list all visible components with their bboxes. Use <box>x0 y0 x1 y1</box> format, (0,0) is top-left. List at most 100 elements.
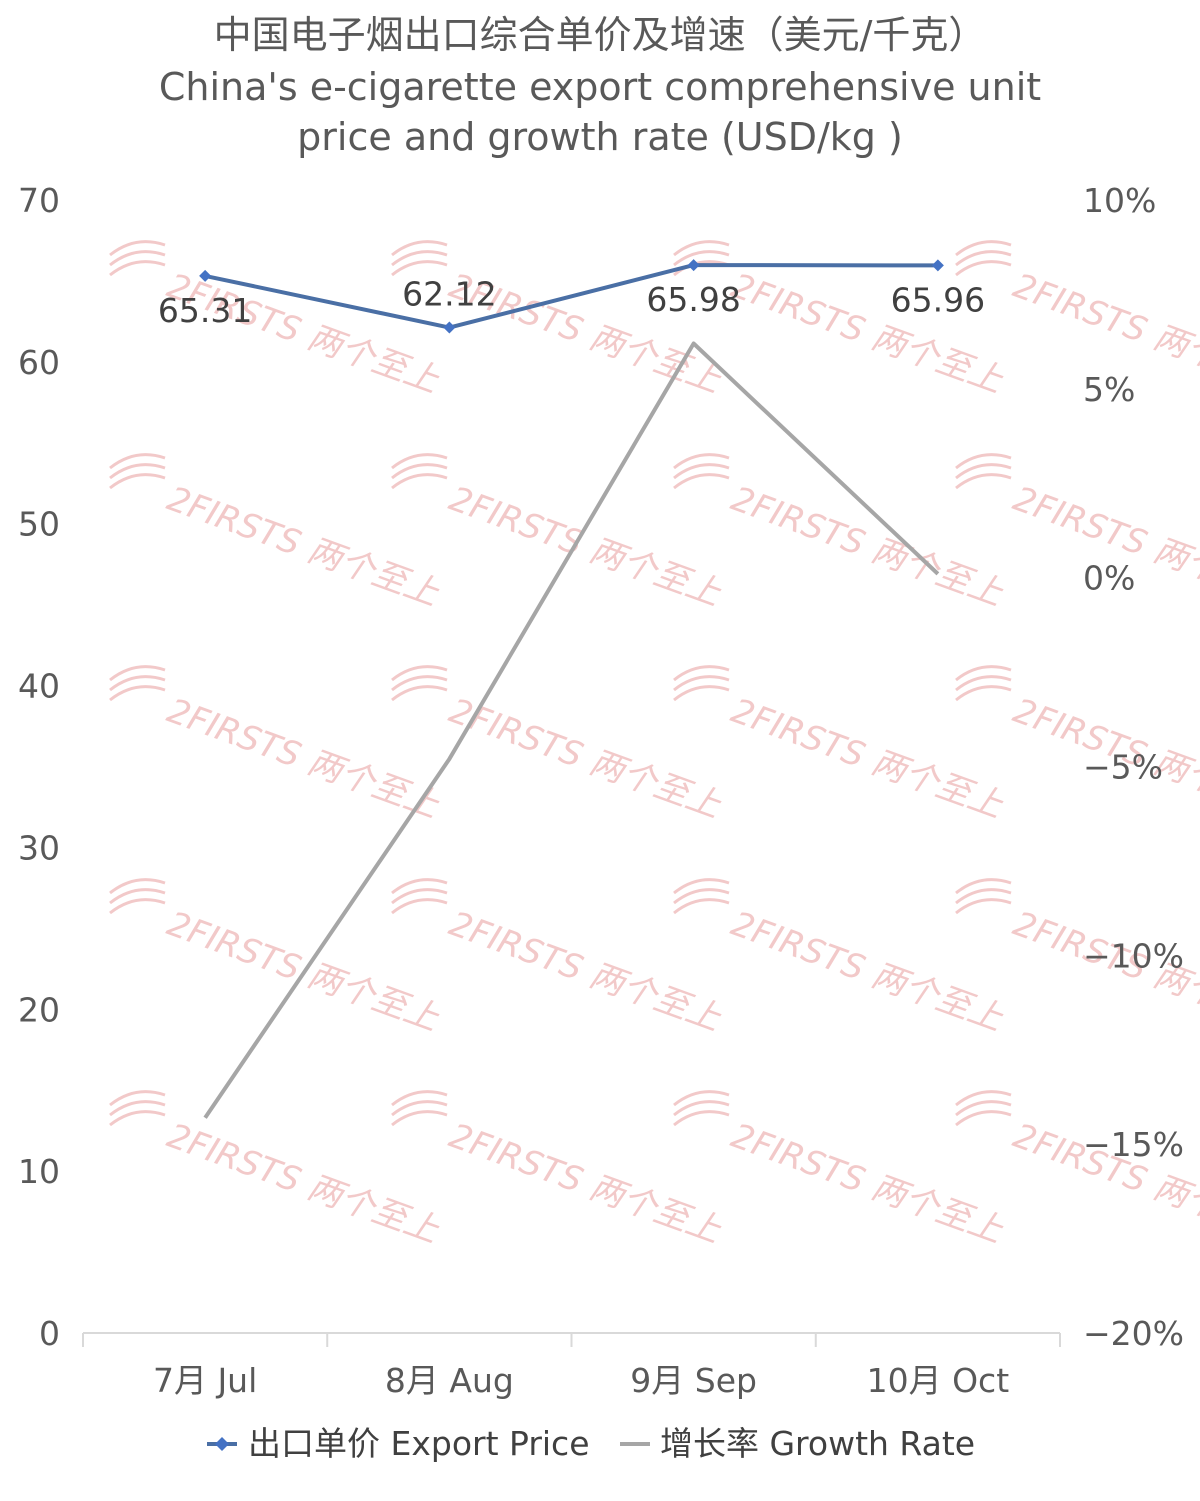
watermark-mark <box>955 898 1012 915</box>
legend-growth-rate-label: 增长率 Growth Rate <box>660 1424 975 1463</box>
legend-export-price-label: 出口单价 Export Price <box>248 1424 590 1463</box>
watermark-mark <box>673 473 730 490</box>
x-tick-label: 8月 Aug <box>385 1361 514 1400</box>
watermark-mark <box>109 250 166 267</box>
x-tick-label: 9月 Sep <box>630 1361 757 1400</box>
watermark-mark <box>673 463 730 480</box>
watermark-text: 2FIRSTS 两个至上 <box>726 479 1009 615</box>
x-tick-label: 10月 Oct <box>867 1361 1010 1400</box>
watermark-mark <box>109 473 166 490</box>
watermark-mark <box>109 1100 166 1117</box>
watermark-mark <box>109 1110 166 1127</box>
watermark-mark <box>391 665 448 682</box>
series-layer <box>199 259 944 1119</box>
watermark-mark <box>109 685 166 702</box>
export-price-data-label: 65.96 <box>891 280 985 319</box>
watermark-mark <box>673 675 730 692</box>
watermark-mark <box>391 675 448 692</box>
watermark-mark <box>391 1090 448 1107</box>
right-tick-label: 10% <box>1083 181 1156 220</box>
left-tick-label: 0 <box>39 1314 60 1353</box>
watermark-mark <box>955 463 1012 480</box>
watermark-mark <box>673 685 730 702</box>
watermark-mark <box>391 473 448 490</box>
chart-title-cn: 中国电子烟出口综合单价及增速（美元/千克） <box>214 13 987 57</box>
left-tick-label: 40 <box>18 667 60 706</box>
export-price-line <box>204 263 938 330</box>
export-price-marker <box>199 269 212 282</box>
axes: 7月 Jul 8月 Aug 9月 Sep 10月 Oct 0 10 20 30 40 50 60 70… <box>18 181 1184 1400</box>
watermark-mark <box>109 463 166 480</box>
watermark-mark <box>673 665 730 682</box>
watermark-mark <box>955 1090 1012 1107</box>
left-tick-label: 10 <box>18 1152 60 1191</box>
watermark-text: 2FIRSTS 两个至上 <box>726 691 1009 827</box>
watermark-mark <box>673 240 730 257</box>
watermark-text: 2FIRSTS 两个至上 <box>444 1116 727 1252</box>
left-tick-label: 20 <box>18 990 60 1029</box>
watermark-text: 2FIRSTS 两个至上 <box>444 691 727 827</box>
watermark-mark <box>109 898 166 915</box>
left-tick-label: 70 <box>18 181 60 220</box>
watermark-mark <box>109 1090 166 1107</box>
watermark-text: 2FIRSTS 两个至上 <box>162 1116 445 1252</box>
watermark-mark <box>391 888 448 905</box>
watermark-mark <box>109 260 166 277</box>
watermark-mark <box>955 1110 1012 1127</box>
export-price-data-label: 65.31 <box>158 291 252 330</box>
watermark-mark <box>955 453 1012 470</box>
growth-rate-line <box>203 341 940 1119</box>
export-price-marker <box>931 259 944 272</box>
watermark-text: 2FIRSTS 两个至上 <box>444 479 727 615</box>
watermark-mark <box>391 878 448 895</box>
watermark-mark <box>955 685 1012 702</box>
watermark-text: 2FIRSTS 两个至上 <box>162 479 445 615</box>
right-tick-label: 5% <box>1083 370 1135 409</box>
data-labels: 65.31 62.12 65.98 65.96 <box>158 275 985 330</box>
legend-export-price-marker <box>215 1437 229 1451</box>
watermark-text: 2FIRSTS 两个至上 <box>444 904 727 1040</box>
watermark-layer: 2FIRSTS 两个至上 2FIRSTS 两个至上 2FIRSTS 两个至上 2FIR… <box>109 240 1200 1252</box>
watermark-mark <box>109 665 166 682</box>
left-tick-label: 60 <box>18 343 60 382</box>
right-tick-label: 0% <box>1083 559 1135 598</box>
watermark-mark <box>109 240 166 257</box>
export-price-marker <box>443 321 456 334</box>
watermark-mark <box>955 878 1012 895</box>
watermark-mark <box>955 240 1012 257</box>
watermark-mark <box>955 665 1012 682</box>
watermark-mark <box>109 453 166 470</box>
watermark-mark <box>955 675 1012 692</box>
watermark-mark <box>955 1100 1012 1117</box>
watermark-mark <box>391 240 448 257</box>
watermark-mark <box>673 1110 730 1127</box>
watermark-mark <box>391 1100 448 1117</box>
export-price-marker <box>687 259 700 272</box>
right-tick-label: −5% <box>1083 748 1163 787</box>
watermark-mark <box>391 260 448 277</box>
watermark-mark <box>955 260 1012 277</box>
watermark-mark <box>109 675 166 692</box>
watermark-text: 2FIRSTS 两个至上 <box>162 691 445 827</box>
watermark-mark <box>391 453 448 470</box>
chart-title-en-line1: China's e-cigarette export comprehensive… <box>159 65 1041 109</box>
watermark-mark <box>673 1090 730 1107</box>
right-tick-label: −20% <box>1083 1314 1184 1353</box>
watermark-mark <box>673 250 730 267</box>
right-tick-label: −15% <box>1083 1125 1184 1164</box>
watermark-mark <box>955 888 1012 905</box>
right-tick-label: −10% <box>1083 936 1184 975</box>
legend: 出口单价 Export Price 增长率 Growth Rate <box>207 1424 975 1463</box>
watermark-text: 2FIRSTS 两个至上 <box>726 904 1009 1040</box>
watermark-mark <box>391 685 448 702</box>
watermark-mark <box>955 473 1012 490</box>
watermark-mark <box>673 1100 730 1117</box>
watermark-mark <box>673 453 730 470</box>
left-tick-label: 50 <box>18 505 60 544</box>
watermark-mark <box>391 463 448 480</box>
export-price-data-label: 65.98 <box>646 280 740 319</box>
x-tick-label: 7月 Jul <box>153 1361 257 1400</box>
watermark-mark <box>109 878 166 895</box>
